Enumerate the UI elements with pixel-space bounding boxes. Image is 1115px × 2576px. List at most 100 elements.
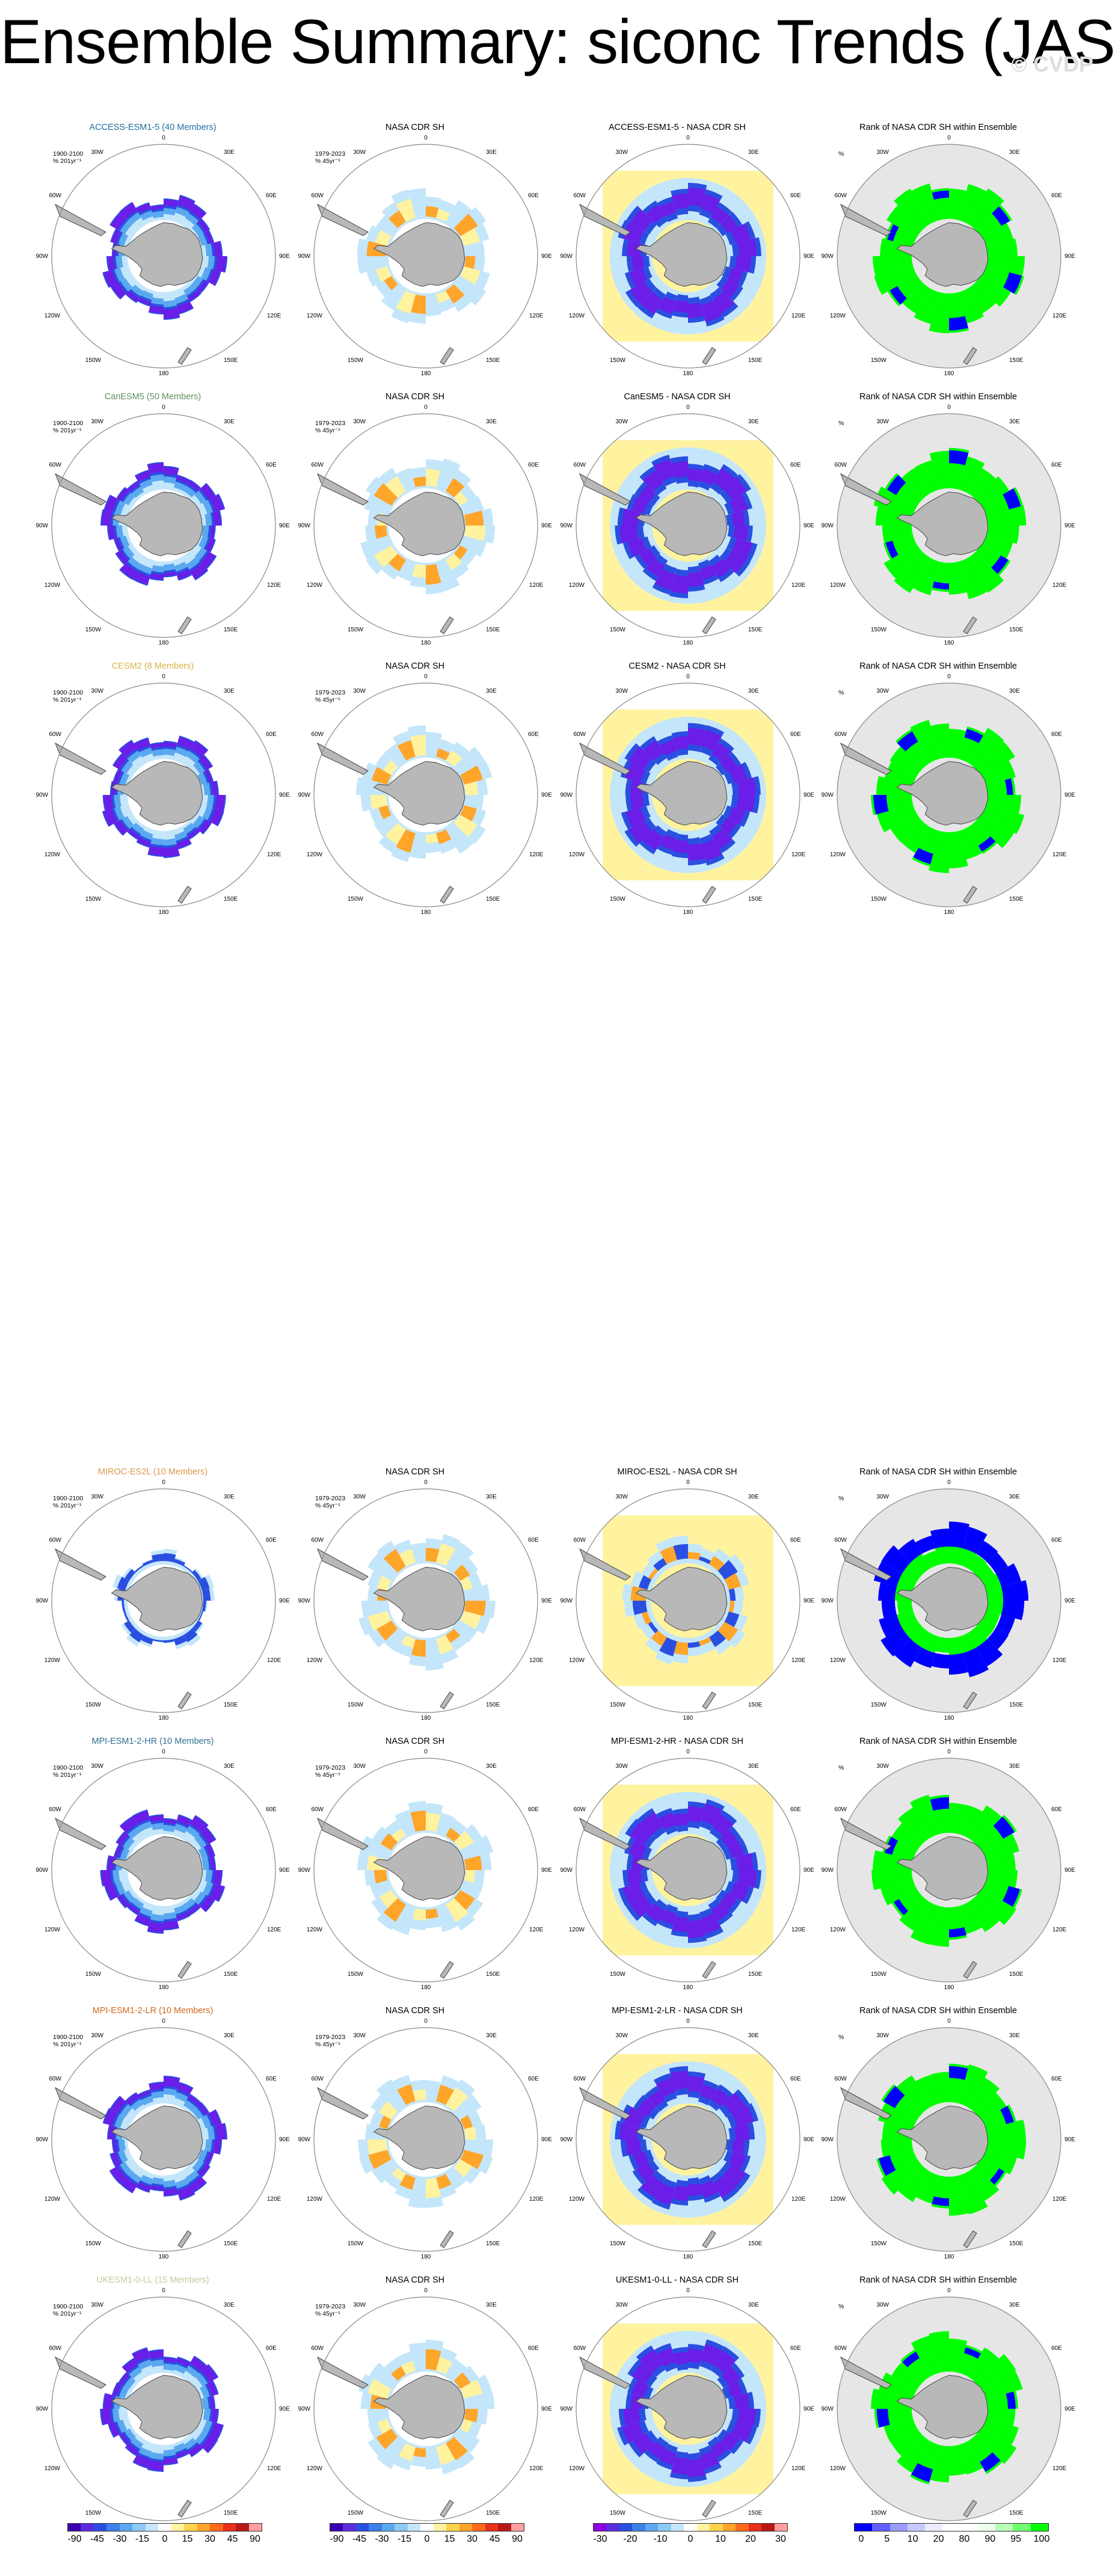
rank-panel-title: Rank of NASA CDR SH within Ensemble bbox=[859, 392, 1017, 402]
longitude-label: 120E bbox=[267, 582, 281, 589]
colorbar-swatch bbox=[236, 2524, 249, 2531]
longitude-label: 150W bbox=[85, 896, 102, 903]
period-label: % 45yr⁻¹ bbox=[315, 2310, 340, 2317]
obs-trend-colorbar: -90 -45 -30 -15 0 15 30 45 90 bbox=[330, 2523, 524, 2571]
colorbar-tick-label: 0 bbox=[424, 2534, 430, 2544]
rank-colorbar: 0 5 10 20 80 90 95 100 bbox=[854, 2523, 1049, 2571]
antarctica-landmass bbox=[111, 2375, 203, 2440]
map-border bbox=[313, 1758, 538, 1983]
longitude-label: 120E bbox=[791, 582, 806, 589]
map-border bbox=[51, 2027, 276, 2252]
colorbar-swatch bbox=[158, 2524, 171, 2531]
diff-panel: MIROC-ES2L - NASA CDR SH 0 30E 60E 90E 120E 15… bbox=[545, 1465, 814, 1732]
longitude-label: 60E bbox=[790, 1806, 801, 1813]
colorbar-tick-label: 30 bbox=[775, 2534, 786, 2544]
new-zealand bbox=[963, 1691, 977, 1710]
longitude-label: 30W bbox=[876, 2302, 889, 2308]
longitude-label: 180 bbox=[421, 1984, 431, 1991]
longitude-label: 30W bbox=[91, 2032, 103, 2039]
antarctica-landmass bbox=[896, 761, 989, 826]
longitude-label: 180 bbox=[421, 1715, 431, 1722]
units-label: % bbox=[838, 1495, 844, 1502]
trend-field bbox=[112, 1548, 215, 1649]
trend-field bbox=[102, 735, 226, 858]
diff-panel-title: UKESM1-0-LL - NASA CDR SH bbox=[615, 2275, 739, 2285]
longitude-label: 60E bbox=[528, 731, 539, 738]
new-zealand bbox=[440, 886, 454, 904]
longitude-label: 120W bbox=[307, 313, 323, 319]
longitude-label: 150E bbox=[486, 2240, 500, 2247]
longitude-label: 0 bbox=[424, 673, 428, 680]
colorbar-swatches bbox=[593, 2523, 788, 2532]
longitude-label: 90W bbox=[821, 792, 834, 799]
south-america-tip bbox=[55, 203, 106, 236]
south-america-tip bbox=[579, 203, 631, 236]
longitude-label: 150W bbox=[871, 357, 887, 364]
period-label: 1979-2023 bbox=[315, 2034, 346, 2041]
longitude-label: 120E bbox=[791, 1657, 806, 1664]
diff-panel: MPI-ESM1-2-HR - NASA CDR SH 0 30E 60E 90E 120… bbox=[545, 1734, 814, 2002]
colorbar-swatches bbox=[330, 2523, 524, 2532]
longitude-label: 150W bbox=[871, 2510, 887, 2516]
colorbar-tick-label: -90 bbox=[330, 2534, 344, 2544]
longitude-label: 120E bbox=[791, 1927, 806, 1933]
diff-panel: MPI-ESM1-2-LR - NASA CDR SH 0 30E 60E 90E 120… bbox=[545, 2004, 814, 2271]
longitude-label: 180 bbox=[683, 640, 693, 646]
diff-panel: UKESM1-0-LL - NASA CDR SH 0 30E 60E 90E 120E 1… bbox=[545, 2273, 814, 2541]
colorbar-tick-label: 45 bbox=[227, 2534, 238, 2544]
longitude-label: 150W bbox=[610, 2510, 626, 2516]
rank-panel-title: Rank of NASA CDR SH within Ensemble bbox=[859, 123, 1017, 132]
longitude-label: 60E bbox=[1051, 1806, 1062, 1813]
longitude-label: 60W bbox=[573, 2345, 586, 2352]
longitude-label: 0 bbox=[947, 1479, 951, 1486]
longitude-label: 120E bbox=[1052, 2465, 1067, 2472]
south-america-tip bbox=[840, 2356, 892, 2389]
colorbar-tick-label: -30 bbox=[375, 2534, 389, 2544]
longitude-label: 150W bbox=[85, 1971, 102, 1978]
longitude-label: 60W bbox=[49, 2345, 61, 2352]
longitude-label: 90W bbox=[560, 2136, 573, 2143]
rank-panel-info: % bbox=[838, 150, 844, 158]
antarctica-landmass bbox=[896, 2105, 989, 2170]
longitude-label: 180 bbox=[944, 909, 954, 916]
page-title: Ensemble Summary: siconc Trends (JAS) bbox=[0, 7, 1115, 77]
longitude-label: 90W bbox=[298, 2136, 310, 2143]
longitude-label: 0 bbox=[947, 135, 951, 141]
colorbar-swatch bbox=[761, 2524, 775, 2531]
longitude-label: 60W bbox=[573, 1537, 586, 1544]
units-label: % bbox=[838, 2034, 844, 2041]
new-zealand bbox=[702, 2500, 716, 2518]
longitude-label: 120W bbox=[307, 1927, 323, 1933]
new-zealand bbox=[963, 2230, 977, 2248]
longitude-label: 120E bbox=[791, 313, 806, 319]
south-america-tip bbox=[579, 742, 631, 775]
trend-field bbox=[603, 1785, 773, 1955]
longitude-label: 30E bbox=[1009, 2032, 1020, 2039]
longitude-label: 90E bbox=[803, 253, 814, 260]
trend-field bbox=[603, 710, 773, 880]
colorbar-swatch bbox=[889, 2524, 908, 2531]
colorbar-swatch bbox=[977, 2524, 996, 2531]
trend-field bbox=[360, 458, 496, 595]
longitude-label: 120W bbox=[569, 1927, 585, 1933]
antarctica-landmass bbox=[373, 2375, 465, 2440]
trend-field bbox=[102, 194, 227, 320]
longitude-label: 90E bbox=[803, 2136, 814, 2143]
colorbar-swatch bbox=[632, 2524, 645, 2531]
colorbar-tick-label: 100 bbox=[1033, 2534, 1050, 2544]
trend-field bbox=[603, 171, 773, 342]
longitude-label: 120E bbox=[267, 2196, 281, 2203]
colorbar-swatch bbox=[369, 2524, 382, 2531]
longitude-label: 60W bbox=[311, 2076, 324, 2082]
longitude-label: 90E bbox=[1064, 1867, 1075, 1874]
longitude-label: 30E bbox=[224, 149, 235, 156]
colorbar-swatch bbox=[381, 2524, 395, 2531]
longitude-label: 150E bbox=[748, 1971, 763, 1978]
new-zealand bbox=[177, 1961, 192, 1979]
colorbar-swatch bbox=[995, 2524, 1013, 2531]
longitude-label: 90W bbox=[35, 792, 48, 799]
colorbar-tick-label: 30 bbox=[467, 2534, 478, 2544]
longitude-label: 120W bbox=[45, 1657, 61, 1664]
longitude-label: 0 bbox=[424, 1479, 428, 1486]
